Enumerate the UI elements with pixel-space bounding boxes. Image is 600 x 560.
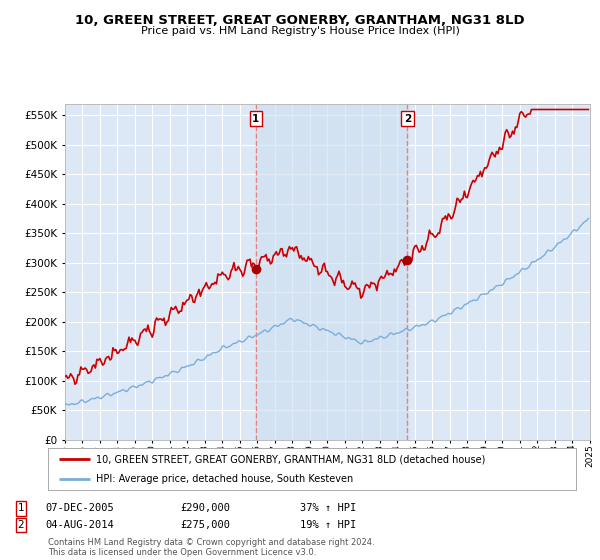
Text: 37% ↑ HPI: 37% ↑ HPI xyxy=(300,503,356,514)
Text: 19% ↑ HPI: 19% ↑ HPI xyxy=(300,520,356,530)
Text: 10, GREEN STREET, GREAT GONERBY, GRANTHAM, NG31 8LD: 10, GREEN STREET, GREAT GONERBY, GRANTHA… xyxy=(75,14,525,27)
Text: 2: 2 xyxy=(404,114,411,124)
Text: 1: 1 xyxy=(17,503,25,514)
Text: £275,000: £275,000 xyxy=(180,520,230,530)
Bar xyxy=(256,104,407,440)
Text: 1: 1 xyxy=(252,114,260,124)
Text: 04-AUG-2014: 04-AUG-2014 xyxy=(45,520,114,530)
Text: Contains HM Land Registry data © Crown copyright and database right 2024.
This d: Contains HM Land Registry data © Crown c… xyxy=(48,538,374,557)
Text: 2: 2 xyxy=(17,520,25,530)
Text: HPI: Average price, detached house, South Kesteven: HPI: Average price, detached house, Sout… xyxy=(95,474,353,484)
Text: 07-DEC-2005: 07-DEC-2005 xyxy=(45,503,114,514)
Text: Price paid vs. HM Land Registry's House Price Index (HPI): Price paid vs. HM Land Registry's House … xyxy=(140,26,460,36)
Text: 10, GREEN STREET, GREAT GONERBY, GRANTHAM, NG31 8LD (detached house): 10, GREEN STREET, GREAT GONERBY, GRANTHA… xyxy=(95,454,485,464)
Text: £290,000: £290,000 xyxy=(180,503,230,514)
